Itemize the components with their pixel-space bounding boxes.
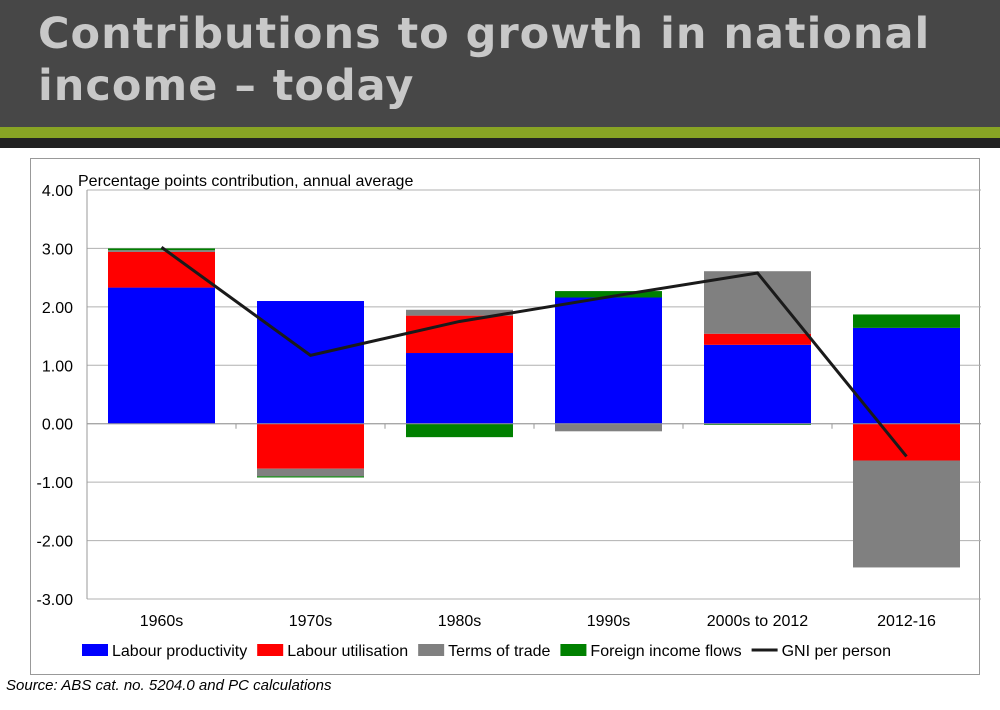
legend-swatch [418, 644, 445, 656]
x-tick-label: 1960s [140, 613, 184, 630]
y-tick-label: 0.00 [42, 417, 73, 434]
line-gni-per-person [160, 246, 908, 458]
bar-labour-productivity [257, 301, 364, 424]
chart-frame [30, 158, 980, 675]
legend-label: Labour utilisation [287, 643, 408, 660]
x-tick-label: 2012-16 [877, 613, 936, 630]
legend-label: Foreign income flows [590, 643, 741, 660]
bar-terms-of-trade [257, 468, 364, 477]
bar-foreign-income-flows [406, 423, 513, 438]
accent-stripe [0, 127, 1000, 138]
legend-swatch [257, 644, 284, 656]
bar-terms-of-trade [406, 309, 513, 316]
bar-terms-of-trade [108, 250, 215, 252]
bar-terms-of-trade [853, 460, 960, 568]
y-tick-label: 3.00 [42, 241, 73, 258]
slide-title: Contributions to growth in national inco… [38, 9, 931, 111]
legend-label: Labour productivity [112, 643, 247, 660]
bar-labour-productivity [853, 327, 960, 424]
y-tick-label: -1.00 [37, 475, 74, 492]
x-tick-label: 1980s [438, 613, 482, 630]
bar-terms-of-trade [555, 423, 662, 432]
bar-labour-utilisation [257, 423, 364, 469]
dark-stripe [0, 138, 1000, 148]
y-tick-label: -2.00 [37, 534, 74, 551]
y-tick-label: 1.00 [42, 358, 73, 375]
bar-foreign-income-flows [257, 476, 364, 478]
legend-label: Terms of trade [448, 643, 550, 660]
x-tick-label: 1990s [587, 613, 631, 630]
y-tick-label: 4.00 [42, 183, 73, 200]
bar-labour-productivity [108, 287, 215, 424]
y-tick-label: -3.00 [37, 592, 74, 609]
bar-labour-utilisation [108, 251, 215, 288]
header-bar: Contributions to growth in national inco… [0, 0, 1000, 127]
source-note: Source: ABS cat. no. 5204.0 and PC calcu… [6, 677, 332, 694]
legend-swatch [82, 644, 108, 656]
chart-subtitle: Percentage points contribution, annual a… [78, 173, 413, 190]
bar-foreign-income-flows [853, 314, 960, 328]
bar-terms-of-trade [704, 271, 811, 334]
bar-foreign-income-flows [555, 291, 662, 298]
x-tick-label: 1970s [289, 613, 333, 630]
bar-foreign-income-flows [108, 248, 215, 251]
bar-labour-productivity [704, 344, 811, 424]
legend-swatch [560, 644, 587, 656]
bar-labour-productivity [406, 353, 513, 424]
y-tick-label: 2.00 [42, 300, 73, 317]
legend-label: GNI per person [782, 643, 891, 660]
bar-labour-productivity [555, 297, 662, 424]
x-tick-label: 2000s to 2012 [707, 613, 809, 630]
bar-foreign-income-flows [704, 423, 811, 425]
bar-labour-utilisation [704, 333, 811, 345]
